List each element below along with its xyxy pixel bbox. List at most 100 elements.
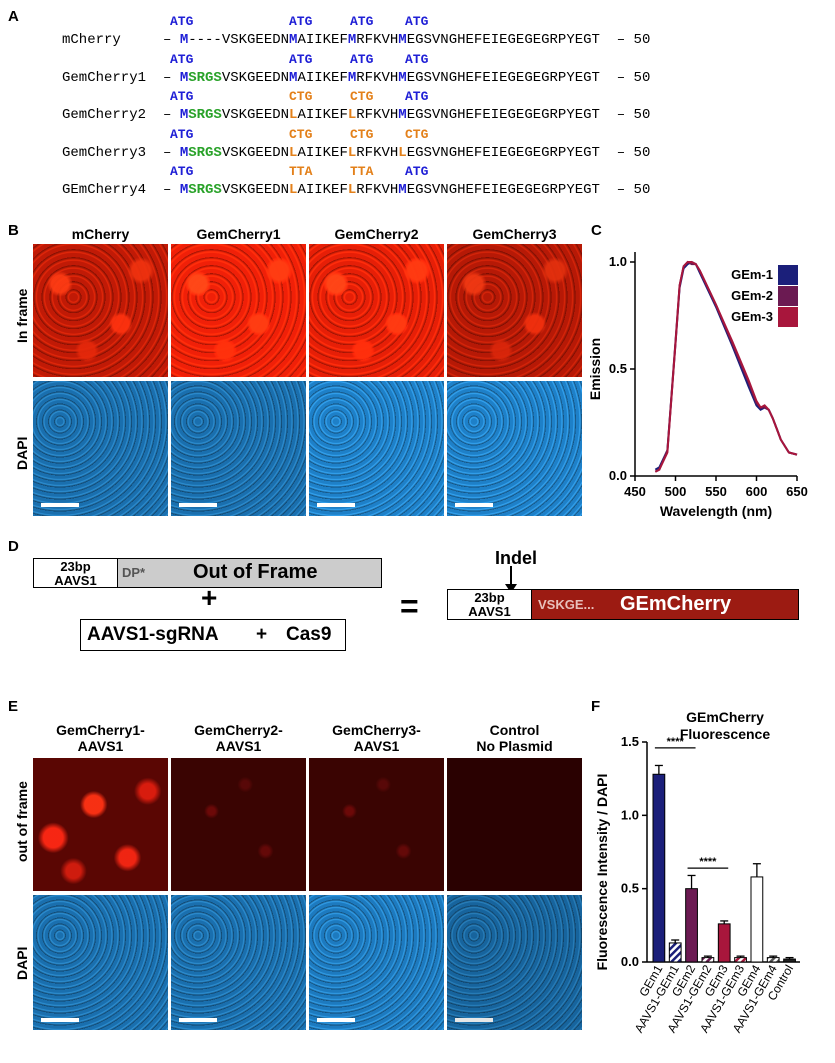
scale-bar <box>317 503 355 507</box>
significance-label: **** <box>667 736 685 748</box>
codon-label: ATG <box>405 14 429 29</box>
column-label-gemcherry1: GemCherry1 <box>196 226 281 242</box>
codon-label: CTG <box>289 126 313 142</box>
scale-bar <box>179 503 217 507</box>
row-label-dapi: DAPI <box>14 436 30 470</box>
bar-aavs1-gem4 <box>766 957 780 963</box>
series-line-gem-2 <box>654 260 798 473</box>
panel-letter-c: C <box>591 222 602 239</box>
sequence-name: GemCherry2 <box>62 107 147 123</box>
micrograph-gemcherry3-aavs1-dapi <box>309 895 444 1030</box>
box-label-23bp: 23bp <box>60 559 91 574</box>
micrograph-control-dapi <box>447 895 582 1030</box>
x-tick-label: 650 <box>786 484 808 499</box>
micrograph-gemcherry2-aavs1-dapi <box>171 895 306 1030</box>
codon-label: ATG <box>170 126 194 142</box>
column-label-gemcherry1-aavs1: GemCherry1- AAVS1 <box>56 722 145 754</box>
codon-label: CTG <box>350 126 374 142</box>
y-axis-label: Emission <box>587 338 603 400</box>
codon-label: ATG <box>405 51 429 67</box>
box-label-23bp: 23bp <box>474 590 505 605</box>
codon-label: ATG <box>405 164 429 179</box>
aavs1-repaired-box: 23bp AAVS1 <box>447 589 532 620</box>
micrograph-gemcherry1-in-frame <box>171 244 306 377</box>
row-label-dapi: DAPI <box>14 946 30 980</box>
plus-sign-small: + <box>256 624 268 645</box>
micrograph-gemcherry2-dapi <box>309 381 444 516</box>
box-label-aavs1: AAVS1 <box>54 573 97 588</box>
scale-bar <box>455 503 493 507</box>
indel-arrow-icon <box>505 566 517 593</box>
sequence-name: GemCherry3 <box>62 144 147 161</box>
sgrna-cas9-box: AAVS1-sgRNA + Cas9 <box>80 619 346 651</box>
column-label-gemcherry3-aavs1: GemCherry3- AAVS1 <box>332 722 421 754</box>
amino-acid-sequence: – MSRGSVSKGEEDNLAIIKEFLRFKVHLEGSVNGHEFEI… <box>163 144 651 161</box>
codon-label: CTG <box>350 89 374 104</box>
cas9-label: Cas9 <box>286 624 332 645</box>
bar-aavs1-gem3 <box>734 957 747 963</box>
codon-label: ATG <box>170 14 194 29</box>
aavs1-target-box: 23bp AAVS1 <box>33 558 118 588</box>
scale-bar <box>179 1018 217 1022</box>
bar-aavs1-gem2 <box>701 957 715 963</box>
bar-gem2 <box>685 888 698 963</box>
codon-label: ATG <box>289 51 313 67</box>
amino-acid-sequence: – MSRGSVSKGEEDNLAIIKEFLRFKVHMEGSVNGHEFEI… <box>163 107 651 123</box>
y-tick-label: 0.5 <box>621 881 639 896</box>
box-label-aavs1: AAVS1 <box>468 604 511 619</box>
amino-acid-sequence: – MSRGSVSKGEEDNMAIIKEFMRFKVHMEGSVNGHEFEI… <box>163 69 651 86</box>
codon-label: CTG <box>405 126 429 142</box>
micrograph-gemcherry3-aavs1-out-of-frame <box>309 758 444 891</box>
scale-bar <box>41 1018 79 1022</box>
panel-letter-e: E <box>8 698 19 715</box>
column-label-gemcherry2: GemCherry2 <box>334 226 419 242</box>
scale-bar <box>317 1018 355 1022</box>
emission-spectrum-chart: 450 500 550 600 650 0.0 0.5 1.0 Wavelength (nm) E… <box>587 252 808 519</box>
codon-label: ATG <box>170 164 194 179</box>
vskge-label: VSKGE... <box>538 597 595 612</box>
y-tick-label: 1.0 <box>609 254 627 269</box>
column-label-mcherry: mCherry <box>71 226 130 242</box>
micrograph-gemcherry1-aavs1-dapi <box>33 895 168 1030</box>
x-tick-label: 450 <box>624 484 646 499</box>
sequence-name: GEmCherry4 <box>62 182 147 198</box>
row-label-out-of-frame: out of frame <box>14 781 30 862</box>
legend-label: GEm-3 <box>731 309 773 324</box>
micrograph-gemcherry3-dapi <box>447 381 582 516</box>
column-label-gemcherry2-aavs1: GemCherry2- AAVS1 <box>194 722 283 754</box>
micrograph-gemcherry1-aavs1-out-of-frame <box>33 758 168 891</box>
dp-label: DP* <box>122 565 146 580</box>
y-tick-label: 0.0 <box>621 954 639 969</box>
row-label-in-frame: In frame <box>14 288 30 343</box>
amino-acid-sequence: – MSRGSVSKGEEDNLAIIKEFLRFKVHMEGSVNGHEFEI… <box>163 182 651 198</box>
y-tick-label: 1.0 <box>621 807 639 822</box>
legend-swatch <box>778 286 798 306</box>
scale-bar <box>41 503 79 507</box>
equals-sign: = <box>400 588 419 624</box>
codon-label: TTA <box>289 164 313 179</box>
panel-letter-a: A <box>8 8 19 25</box>
bar-gem4 <box>750 876 764 963</box>
chart-title: Fluorescence <box>680 726 770 742</box>
panel-letter-b: B <box>8 222 19 239</box>
scale-bar <box>455 1018 493 1022</box>
panel-letter-d: D <box>8 538 19 555</box>
micrograph-gemcherry1-dapi <box>171 381 306 516</box>
indel-label: Indel <box>495 548 538 568</box>
y-axis-label: Fluorescence Intensity / DAPI <box>594 774 610 971</box>
significance-label: **** <box>699 856 717 868</box>
bar-control <box>783 958 796 963</box>
x-tick-label: 500 <box>665 484 687 499</box>
y-tick-label: 0.0 <box>609 468 627 483</box>
sequence-name: GemCherry1 <box>62 69 147 86</box>
gemcherry-box: VSKGE... GEmCherry <box>531 589 799 620</box>
micrograph-gemcherry3-in-frame <box>447 244 582 377</box>
column-label-control: Control No Plasmid <box>476 722 553 754</box>
sequence-name: mCherry <box>62 32 121 48</box>
out-of-frame-box: DP* Out of Frame <box>117 558 382 588</box>
codon-label: TTA <box>350 164 374 179</box>
micrograph-mcherry-in-frame <box>33 244 168 377</box>
x-axis-label: Wavelength (nm) <box>660 503 772 519</box>
out-of-frame-label: Out of Frame <box>193 561 318 583</box>
